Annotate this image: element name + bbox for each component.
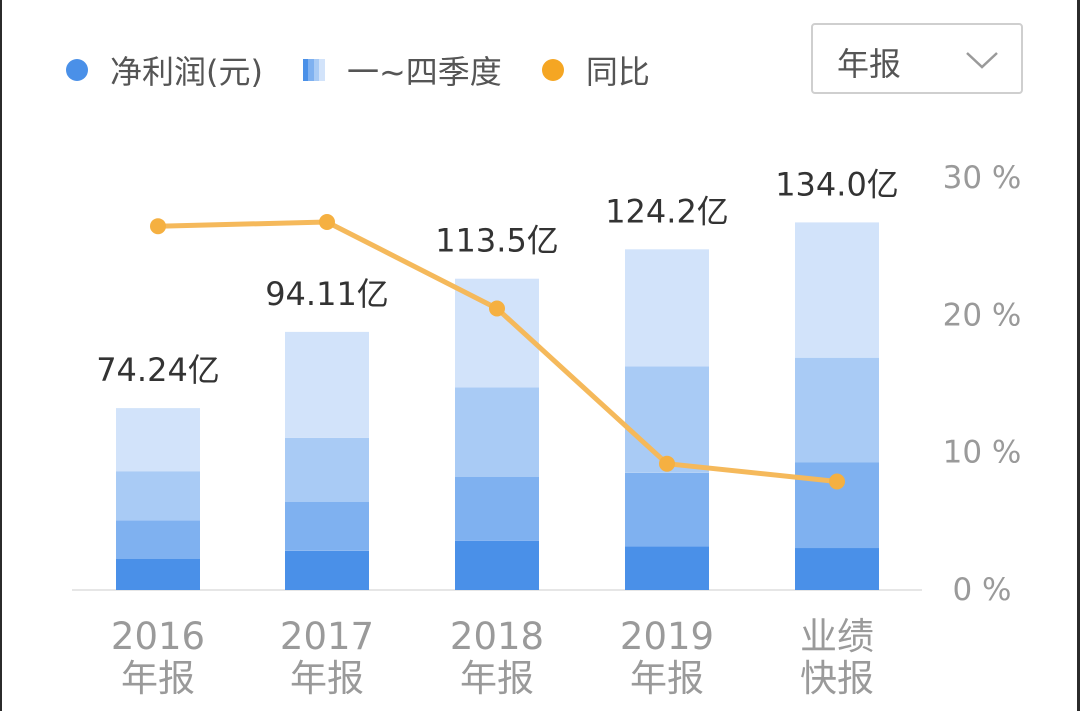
left-edge-border [0,0,2,711]
x-tick-label-3-line1: 2018 [450,615,544,658]
bar-total-label-3: 113.5亿 [435,222,559,260]
bar-segment-3-q1 [455,540,539,590]
bar-segment-4-q2 [625,472,709,547]
legend-item-yoy[interactable]: 同比 [541,47,650,93]
x-tick-label-3-line2: 年报 [460,657,534,700]
bar-segment-5-q1 [795,548,879,590]
legend-item-net-profit[interactable]: 净利润(元) [66,47,263,93]
bar-segment-2-q4 [285,331,369,438]
x-tick-label-2-line2: 年报 [290,657,364,700]
bar-segment-2-q2 [285,501,369,551]
right-edge-border [1077,0,1080,711]
net-profit-dot-icon [66,59,88,81]
yoy-point-3 [489,300,505,317]
right-axis-tick-10: 10 % [943,435,1022,471]
bar-total-label-2: 94.11亿 [265,275,389,313]
legend-label-quarters: 一~四季度 [346,53,502,91]
bar-segment-5-q3 [795,357,879,463]
x-tick-label-4-line2: 年报 [630,657,704,700]
x-tick-label-2-line1: 2017 [280,615,374,658]
period-select-value: 年报 [837,45,902,83]
yoy-dot-icon [541,59,564,81]
bar-total-label-1: 74.24亿 [96,351,220,389]
bar-segment-1-q3 [116,471,200,521]
right-axis-tick-20: 20 % [943,297,1022,333]
bar-total-label-5: 134.0亿 [775,165,899,203]
legend-item-quarters[interactable]: 一~四季度 [302,47,502,93]
x-tick-label-4-line1: 2019 [620,615,714,658]
bar-segment-3-q2 [455,477,539,541]
x-tick-label-1-line2: 年报 [121,657,195,700]
bar-total-label-4: 124.2亿 [605,192,729,230]
bar-segment-3-q3 [455,387,539,477]
bar-segment-4-q3 [625,366,709,473]
bar-segment-5-q4 [795,222,879,358]
yoy-point-1 [150,218,166,235]
yoy-point-5 [829,473,845,490]
bar-segment-4-q1 [625,546,709,590]
bar-segment-2-q3 [285,437,369,502]
bar-segment-1-q4 [116,408,200,472]
yoy-point-2 [319,214,335,230]
x-tick-label-5-line1: 业绩 [800,615,874,658]
bar-segment-4-q4 [625,249,709,367]
bar-segment-1-q1 [116,559,200,590]
right-axis-tick-30: 30 % [943,160,1022,196]
bar-segment-1-q2 [116,520,200,559]
chart-legend: 净利润(元) 一~四季度 同比 [66,48,690,92]
legend-label-net-profit: 净利润(元) [110,53,263,91]
period-select-dropdown[interactable]: 年报 [811,23,1023,94]
yoy-point-4 [659,455,675,472]
right-axis-tick-0: 0 % [952,572,1011,608]
quarters-bars-icon [302,59,325,81]
x-tick-label-1-line1: 2016 [111,615,205,658]
x-tick-label-5-line2: 快报 [800,657,874,700]
bar-segment-2-q1 [285,550,369,590]
chevron-down-icon [966,52,998,69]
legend-label-yoy: 同比 [585,53,650,91]
